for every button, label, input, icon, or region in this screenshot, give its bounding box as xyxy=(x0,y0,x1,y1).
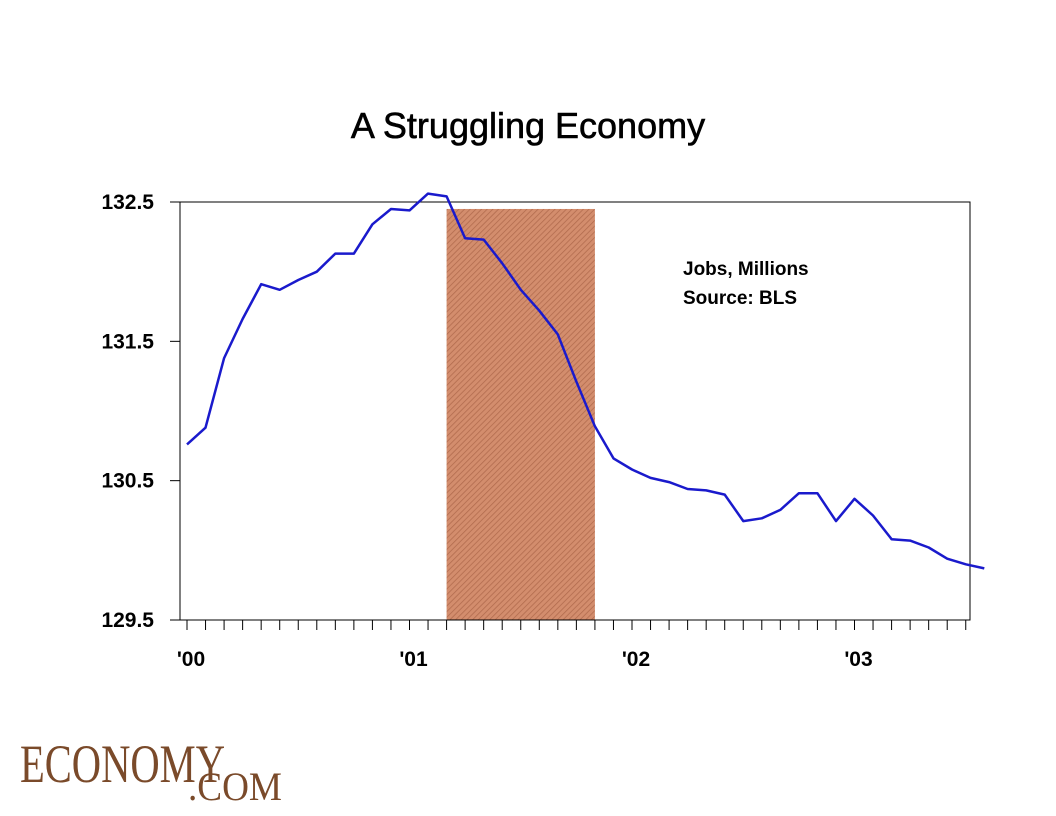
chart-title: A Struggling Economy xyxy=(351,105,705,146)
jobs-series-line xyxy=(186,192,985,570)
y-tick-label: 129.5 xyxy=(101,609,154,632)
annotation-line-2: Source: BLS xyxy=(683,288,797,309)
x-tick-label: '03 xyxy=(844,648,872,671)
economy-com-logo: ECONOMY .COM xyxy=(20,734,282,809)
x-tick-label: '00 xyxy=(177,648,205,671)
y-tick-label: 130.5 xyxy=(101,470,154,493)
y-tick-label: 131.5 xyxy=(101,330,154,353)
x-tick-label: '02 xyxy=(622,648,650,671)
annotation-line-1: Jobs, Millions xyxy=(683,259,809,280)
recession-shaded-region xyxy=(446,208,595,620)
y-tick-label: 132.5 xyxy=(101,191,154,214)
x-tick-label: '01 xyxy=(399,648,428,671)
logo-main-text: ECONOMY xyxy=(20,734,225,794)
plot-frame xyxy=(179,201,971,621)
logo-sub-text: .COM xyxy=(188,764,282,809)
